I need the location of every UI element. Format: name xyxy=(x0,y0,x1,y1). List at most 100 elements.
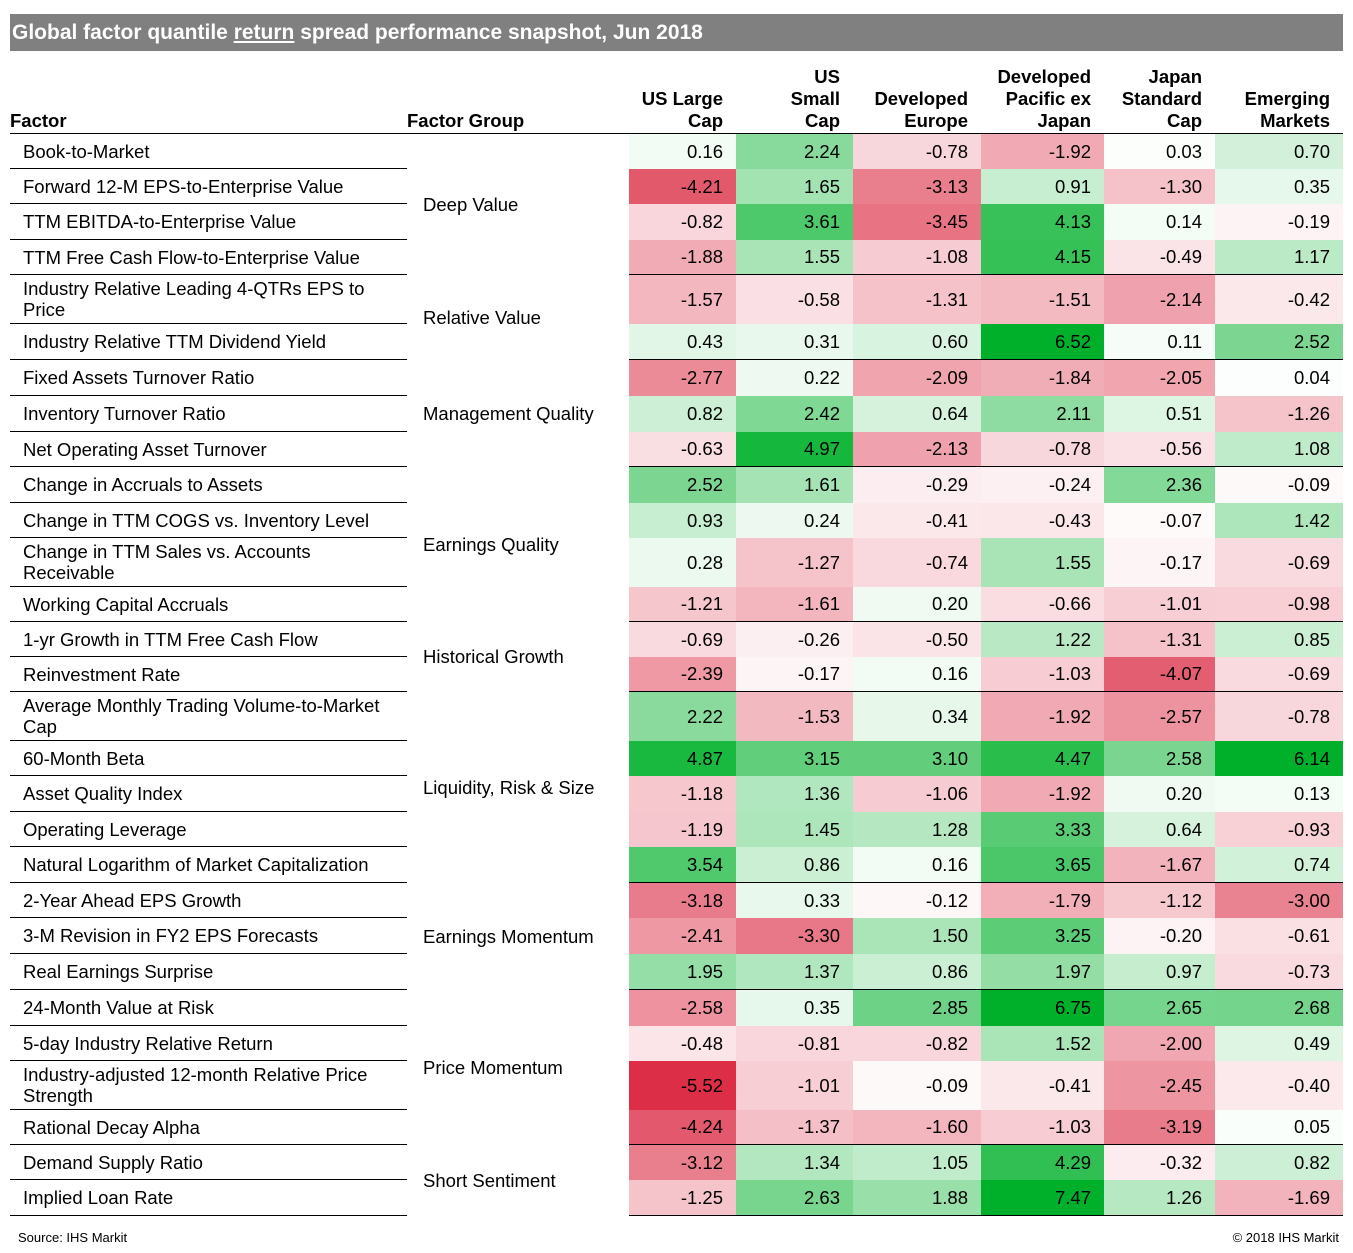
heatmap-cell: 0.35 xyxy=(1215,168,1343,204)
heatmap-cell: -0.93 xyxy=(1215,811,1343,847)
heatmap-cell: -2.00 xyxy=(1104,1025,1215,1061)
heatmap-cell: -0.69 xyxy=(1215,656,1343,692)
table-row: Industry-adjusted 12-month Relative Pric… xyxy=(10,1060,1343,1110)
heatmap-cell: -0.40 xyxy=(1215,1060,1343,1110)
heatmap-cell: -1.53 xyxy=(736,691,853,741)
heatmap-cell: 6.14 xyxy=(1215,740,1343,776)
heatmap-cell: 1.61 xyxy=(736,466,853,503)
heatmap-cell: -3.12 xyxy=(629,1144,736,1180)
factor-name: Change in TTM COGS vs. Inventory Level xyxy=(10,502,407,538)
heatmap-cell: 1.22 xyxy=(981,621,1104,657)
factor-name: Working Capital Accruals xyxy=(10,586,407,622)
factor-group: Earnings Quality xyxy=(423,533,559,555)
heatmap-cell: 6.75 xyxy=(981,989,1104,1026)
heatmap-cell: 0.82 xyxy=(1215,1144,1343,1180)
factor-group: Liquidity, Risk & Size xyxy=(423,776,595,798)
col-header-us-small-cap: US Small Cap xyxy=(736,62,853,134)
heatmap-cell: 0.86 xyxy=(736,846,853,883)
heatmap-cell: -1.06 xyxy=(853,775,981,812)
heatmap-cell: -0.19 xyxy=(1215,203,1343,240)
heatmap-cell: 0.64 xyxy=(1104,811,1215,847)
factor-name: Natural Logarithm of Market Capitalizati… xyxy=(10,846,407,883)
heatmap-cell: -0.50 xyxy=(853,621,981,657)
table-row: Demand Supply Ratio Short Sentiment -3.12 1… xyxy=(10,1144,1343,1191)
heatmap-cell: -0.42 xyxy=(1215,274,1343,324)
col-header-factor: Factor xyxy=(10,62,407,134)
heatmap-cell: -2.58 xyxy=(629,989,736,1026)
heatmap-cell: 1.42 xyxy=(1215,502,1343,538)
heatmap-cell: 4.97 xyxy=(736,431,853,467)
heatmap-cell: -0.82 xyxy=(853,1025,981,1061)
table-row: Forward 12-M EPS-to-Enterprise Value -4.2… xyxy=(10,168,1343,204)
heatmap-cell: 6.52 xyxy=(981,323,1104,360)
heatmap-cell: -1.92 xyxy=(981,133,1104,169)
heatmap-cell: -0.73 xyxy=(1215,953,1343,990)
factor-name: TTM EBITDA-to-Enterprise Value xyxy=(10,203,407,240)
heatmap-cell: 1.50 xyxy=(853,917,981,954)
heatmap-cell: 4.13 xyxy=(981,203,1104,240)
heatmap-cell: -0.43 xyxy=(981,502,1104,538)
col-header-emerging-markets: Emerging Markets xyxy=(1215,62,1343,134)
heatmap-cell: 1.65 xyxy=(736,168,853,204)
heatmap-cell: 0.34 xyxy=(853,691,981,741)
heatmap-cell: -1.26 xyxy=(1215,395,1343,432)
table-row: Net Operating Asset Turnover -0.63 4.97 -2.… xyxy=(10,431,1343,467)
heatmap-cell: 0.16 xyxy=(853,656,981,692)
heatmap-cell: 2.22 xyxy=(629,691,736,741)
heatmap-cell: 1.08 xyxy=(1215,431,1343,467)
heatmap-cell: 3.65 xyxy=(981,846,1104,883)
chart-title: Global factor quantile return spread per… xyxy=(10,14,1343,51)
factor-group: Earnings Momentum xyxy=(423,925,594,947)
table-row: 5-day Industry Relative Return -0.48 -0.81… xyxy=(10,1025,1343,1061)
title-text-underlined: return xyxy=(233,21,295,44)
heatmap-cell: -1.01 xyxy=(736,1060,853,1110)
heatmap-cell: -3.13 xyxy=(853,168,981,204)
table-row: Operating Leverage -1.19 1.45 1.28 3.33 0.64-… xyxy=(10,811,1343,847)
heatmap-cell: 1.55 xyxy=(736,239,853,275)
col-header-us-large-cap: US Large Cap xyxy=(629,62,736,134)
heatmap-cell: -1.69 xyxy=(1215,1179,1343,1216)
factor-name: Forward 12-M EPS-to-Enterprise Value xyxy=(10,168,407,204)
col-header-japan-standard-cap: Japan Standard Cap xyxy=(1104,62,1215,134)
heatmap-cell: 2.52 xyxy=(1215,323,1343,360)
heatmap-cell: 0.49 xyxy=(1215,1025,1343,1061)
heatmap-cell: -0.29 xyxy=(853,466,981,503)
col-header-developed-pacific-ex-japan: Developed Pacific ex Japan xyxy=(981,62,1104,134)
heatmap-cell: 0.43 xyxy=(629,323,736,360)
col-header-factor-group: Factor Group xyxy=(407,62,629,134)
heatmap-cell: 0.11 xyxy=(1104,323,1215,360)
heatmap-cell: -1.08 xyxy=(853,239,981,275)
table-row: 3-M Revision in FY2 EPS Forecasts -2.41 -3… xyxy=(10,917,1343,954)
heatmap-cell: -2.13 xyxy=(853,431,981,467)
heatmap-cell: 1.88 xyxy=(853,1179,981,1216)
table-row: Change in TTM Sales vs. Accounts Receiva… xyxy=(10,537,1343,587)
heatmap-cell: -0.78 xyxy=(981,431,1104,467)
heatmap-cell: -1.51 xyxy=(981,274,1104,324)
table-row: Natural Logarithm of Market Capitalizati… xyxy=(10,846,1343,883)
table-row: Working Capital Accruals -1.21 -1.61 0.20 -0… xyxy=(10,586,1343,622)
heatmap-cell: -2.41 xyxy=(629,917,736,954)
factor-name: Fixed Assets Turnover Ratio xyxy=(10,359,407,396)
heatmap-cell: -0.17 xyxy=(1104,537,1215,587)
factor-name: 5-day Industry Relative Return xyxy=(10,1025,407,1061)
heatmap-cell: 0.13 xyxy=(1215,775,1343,812)
table-row: 1-yr Growth in TTM Free Cash Flow Histori… xyxy=(10,621,1343,667)
heatmap-cell: 0.60 xyxy=(853,323,981,360)
heatmap-cell: -3.00 xyxy=(1215,882,1343,918)
table-row: Implied Loan Rate -1.25 2.63 1.88 7.47 1.26 -1… xyxy=(10,1179,1343,1216)
source-note: Source: IHS Markit xyxy=(18,1230,128,1245)
table-row: Change in Accruals to Assets Earnings Qua… xyxy=(10,466,1343,555)
heatmap-cell: -1.12 xyxy=(1104,882,1215,918)
factor-group: Historical Growth xyxy=(423,646,564,667)
heatmap-cell: 0.04 xyxy=(1215,359,1343,396)
heatmap-cell: 0.20 xyxy=(1104,775,1215,812)
heatmap-cell: -0.74 xyxy=(853,537,981,587)
heatmap-cell: 0.24 xyxy=(736,502,853,538)
col-header-label: Japan Standard Cap xyxy=(1121,66,1202,131)
heatmap-cell: -3.18 xyxy=(629,882,736,918)
heatmap-cell: -0.32 xyxy=(1104,1144,1215,1180)
factor-name: Change in Accruals to Assets xyxy=(10,466,407,503)
col-header-label: Developed Pacific ex Japan xyxy=(997,66,1091,131)
heatmap-cell: 1.28 xyxy=(853,811,981,847)
heatmap-cell: 0.16 xyxy=(853,846,981,883)
